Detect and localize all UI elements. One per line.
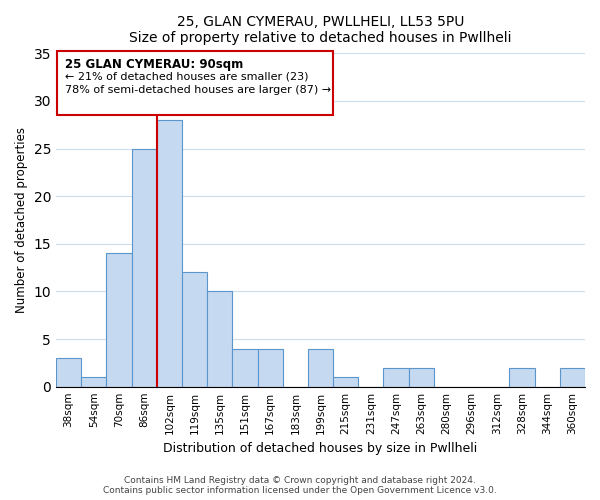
Bar xyxy=(509,368,535,386)
FancyBboxPatch shape xyxy=(58,52,333,115)
Bar xyxy=(257,348,283,387)
Bar xyxy=(207,292,232,386)
Bar xyxy=(106,254,131,386)
Title: 25, GLAN CYMERAU, PWLLHELI, LL53 5PU
Size of property relative to detached house: 25, GLAN CYMERAU, PWLLHELI, LL53 5PU Siz… xyxy=(129,15,512,45)
Bar xyxy=(81,377,106,386)
Bar xyxy=(383,368,409,386)
Bar xyxy=(157,120,182,386)
Text: 78% of semi-detached houses are larger (87) →: 78% of semi-detached houses are larger (… xyxy=(65,84,331,94)
Bar xyxy=(409,368,434,386)
Text: ← 21% of detached houses are smaller (23): ← 21% of detached houses are smaller (23… xyxy=(65,72,308,82)
Bar xyxy=(182,272,207,386)
Bar xyxy=(131,148,157,386)
Bar xyxy=(232,348,257,387)
Y-axis label: Number of detached properties: Number of detached properties xyxy=(15,127,28,313)
Text: Contains HM Land Registry data © Crown copyright and database right 2024.: Contains HM Land Registry data © Crown c… xyxy=(124,476,476,485)
Bar xyxy=(308,348,333,387)
Bar xyxy=(560,368,585,386)
Text: 25 GLAN CYMERAU: 90sqm: 25 GLAN CYMERAU: 90sqm xyxy=(65,58,243,71)
Bar xyxy=(333,377,358,386)
Bar xyxy=(56,358,81,386)
X-axis label: Distribution of detached houses by size in Pwllheli: Distribution of detached houses by size … xyxy=(163,442,478,455)
Text: Contains public sector information licensed under the Open Government Licence v3: Contains public sector information licen… xyxy=(103,486,497,495)
